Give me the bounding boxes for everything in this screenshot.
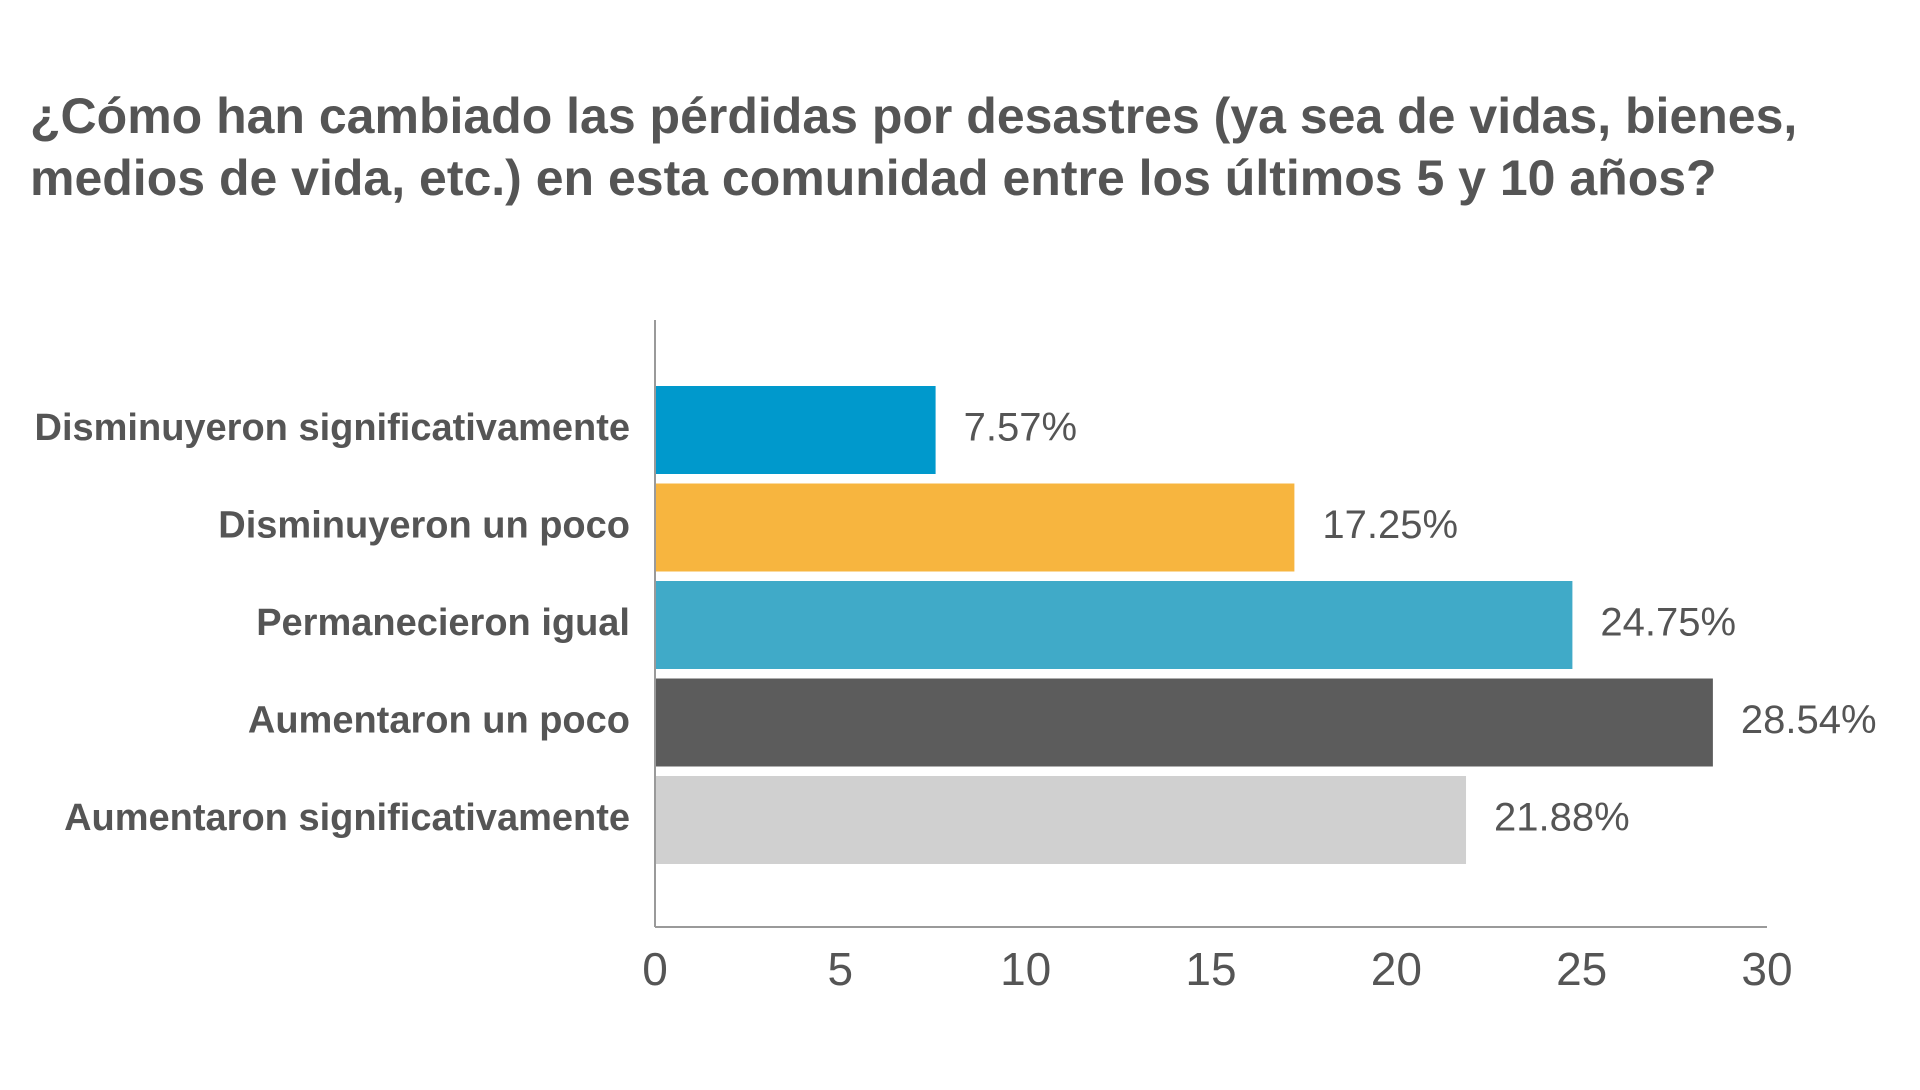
labels-layer: Disminuyeron significativamente 7.57% Dism… — [35, 406, 1877, 995]
x-tick-label: 0 — [642, 943, 668, 995]
axes-layer — [654, 320, 1767, 928]
bar-2 — [655, 483, 1295, 572]
x-tick-label: 15 — [1185, 943, 1236, 995]
x-tick-label: 5 — [828, 943, 854, 995]
x-tick-label: 10 — [1000, 943, 1051, 995]
value-label: 21.88% — [1494, 796, 1630, 840]
category-label: Aumentaron significativamente — [64, 797, 630, 839]
bar-3 — [655, 581, 1573, 669]
x-tick-label: 20 — [1371, 943, 1422, 995]
value-label: 7.57% — [964, 406, 1077, 450]
category-label: Disminuyeron significativamente — [35, 407, 631, 449]
x-tick-label: 30 — [1741, 943, 1792, 995]
category-label: Permanecieron igual — [256, 602, 630, 644]
value-label: 24.75% — [1600, 601, 1736, 645]
x-tick-label: 25 — [1556, 943, 1607, 995]
chart-title: ¿Cómo han cambiado las pérdidas por desa… — [30, 85, 1890, 209]
value-label: 28.54% — [1741, 698, 1877, 742]
bar-5 — [655, 776, 1467, 864]
bars-layer — [655, 386, 1713, 864]
chart-title-line-1: ¿Cómo han cambiado las pérdidas por desa… — [30, 88, 1798, 144]
chart-title-line-2: medios de vida, etc.) en esta comunidad … — [30, 150, 1717, 206]
bar-1 — [655, 386, 936, 474]
value-label: 17.25% — [1322, 503, 1458, 547]
category-label: Aumentaron un poco — [248, 700, 630, 742]
bar-4 — [655, 678, 1713, 767]
category-label: Disminuyeron un poco — [218, 505, 630, 547]
